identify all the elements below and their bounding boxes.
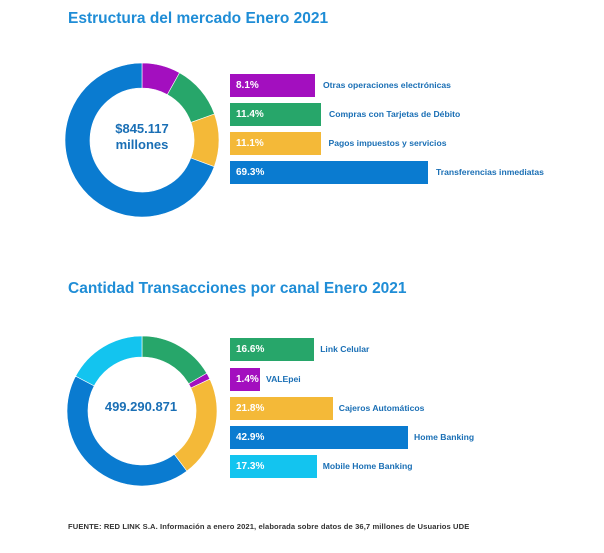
chart-1-title: Estructura del mercado Enero 2021	[68, 10, 329, 27]
source-footnote: FUENTE: RED LINK S.A. Información a ener…	[68, 522, 470, 531]
chart-1-bar-3-value-label: 69.3%	[236, 167, 265, 178]
chart-2-slice-2	[173, 378, 218, 472]
chart-2-bar-2-category-label: Cajeros Automáticos	[338, 403, 425, 413]
chart-2-bar-4-category-label: Mobile Home Banking	[322, 461, 413, 471]
chart-2-bar-0-category-label: Link Celular	[320, 344, 370, 354]
chart-1-center-label: $845.117 millones	[94, 121, 190, 153]
chart-1-bar-0-value-label: 8.1%	[236, 80, 259, 91]
chart-2-bar-3-value-label: 42.9%	[236, 432, 265, 443]
chart-1-bar-3: 69.3%	[230, 161, 428, 184]
chart-1-bar-3-category-label: Transferencias inmediatas	[436, 167, 544, 177]
chart-2-bar-3-category-label: Home Banking	[414, 432, 475, 442]
chart-1-slice-2	[190, 113, 220, 168]
chart-2-bar-1: 1.4%	[230, 368, 260, 391]
chart-2-slice-0	[141, 335, 208, 385]
chart-2-bar-1-category-label: VALEpei	[265, 374, 301, 384]
chart-2-bar-2: 21.8%	[230, 397, 333, 420]
chart-1-bar-0: 8.1%	[230, 74, 315, 97]
chart-2-slice-3	[66, 375, 188, 487]
chart-1-slice-3	[64, 62, 215, 218]
chart-1-bar-2: 11.1%	[230, 132, 321, 155]
chart-1-bar-1-value-label: 11.4%	[236, 109, 264, 120]
chart-2-bar-4: 17.3%	[230, 455, 317, 478]
chart-2-center-label: 499.290.871	[86, 399, 196, 415]
chart-1-bar-2-category-label: Pagos impuestos y servicios	[328, 138, 447, 148]
chart-2-bar-1-value-label: 1.4%	[236, 374, 259, 385]
chart-1-bar-1: 11.4%	[230, 103, 322, 126]
chart-1-bar-0-category-label: Otras operaciones electrónicas	[322, 80, 451, 90]
chart-2-center-line-0: 499.290.871	[104, 399, 178, 414]
chart-2-slice-4	[75, 335, 143, 387]
chart-1-donut	[64, 62, 220, 218]
chart-2-bar-3: 42.9%	[230, 426, 408, 449]
chart-2-bar-2-value-label: 21.8%	[236, 403, 265, 414]
chart-1-bar-1-category-label: Compras con Tarjetas de Débito	[329, 109, 461, 119]
chart-1-center-line-1: millones	[115, 137, 169, 152]
chart-2-title: Cantidad Transacciones por canal Enero 2…	[68, 280, 407, 297]
chart-2-bar-0: 16.6%	[230, 338, 315, 361]
chart-1-center-line-0: $845.117	[115, 121, 169, 136]
chart-2-bar-0-value-label: 16.6%	[236, 344, 265, 355]
chart-2-donut	[66, 335, 218, 487]
chart-2-bar-4-value-label: 17.3%	[236, 461, 265, 472]
chart-1-bar-2-value-label: 11.1%	[236, 138, 264, 149]
